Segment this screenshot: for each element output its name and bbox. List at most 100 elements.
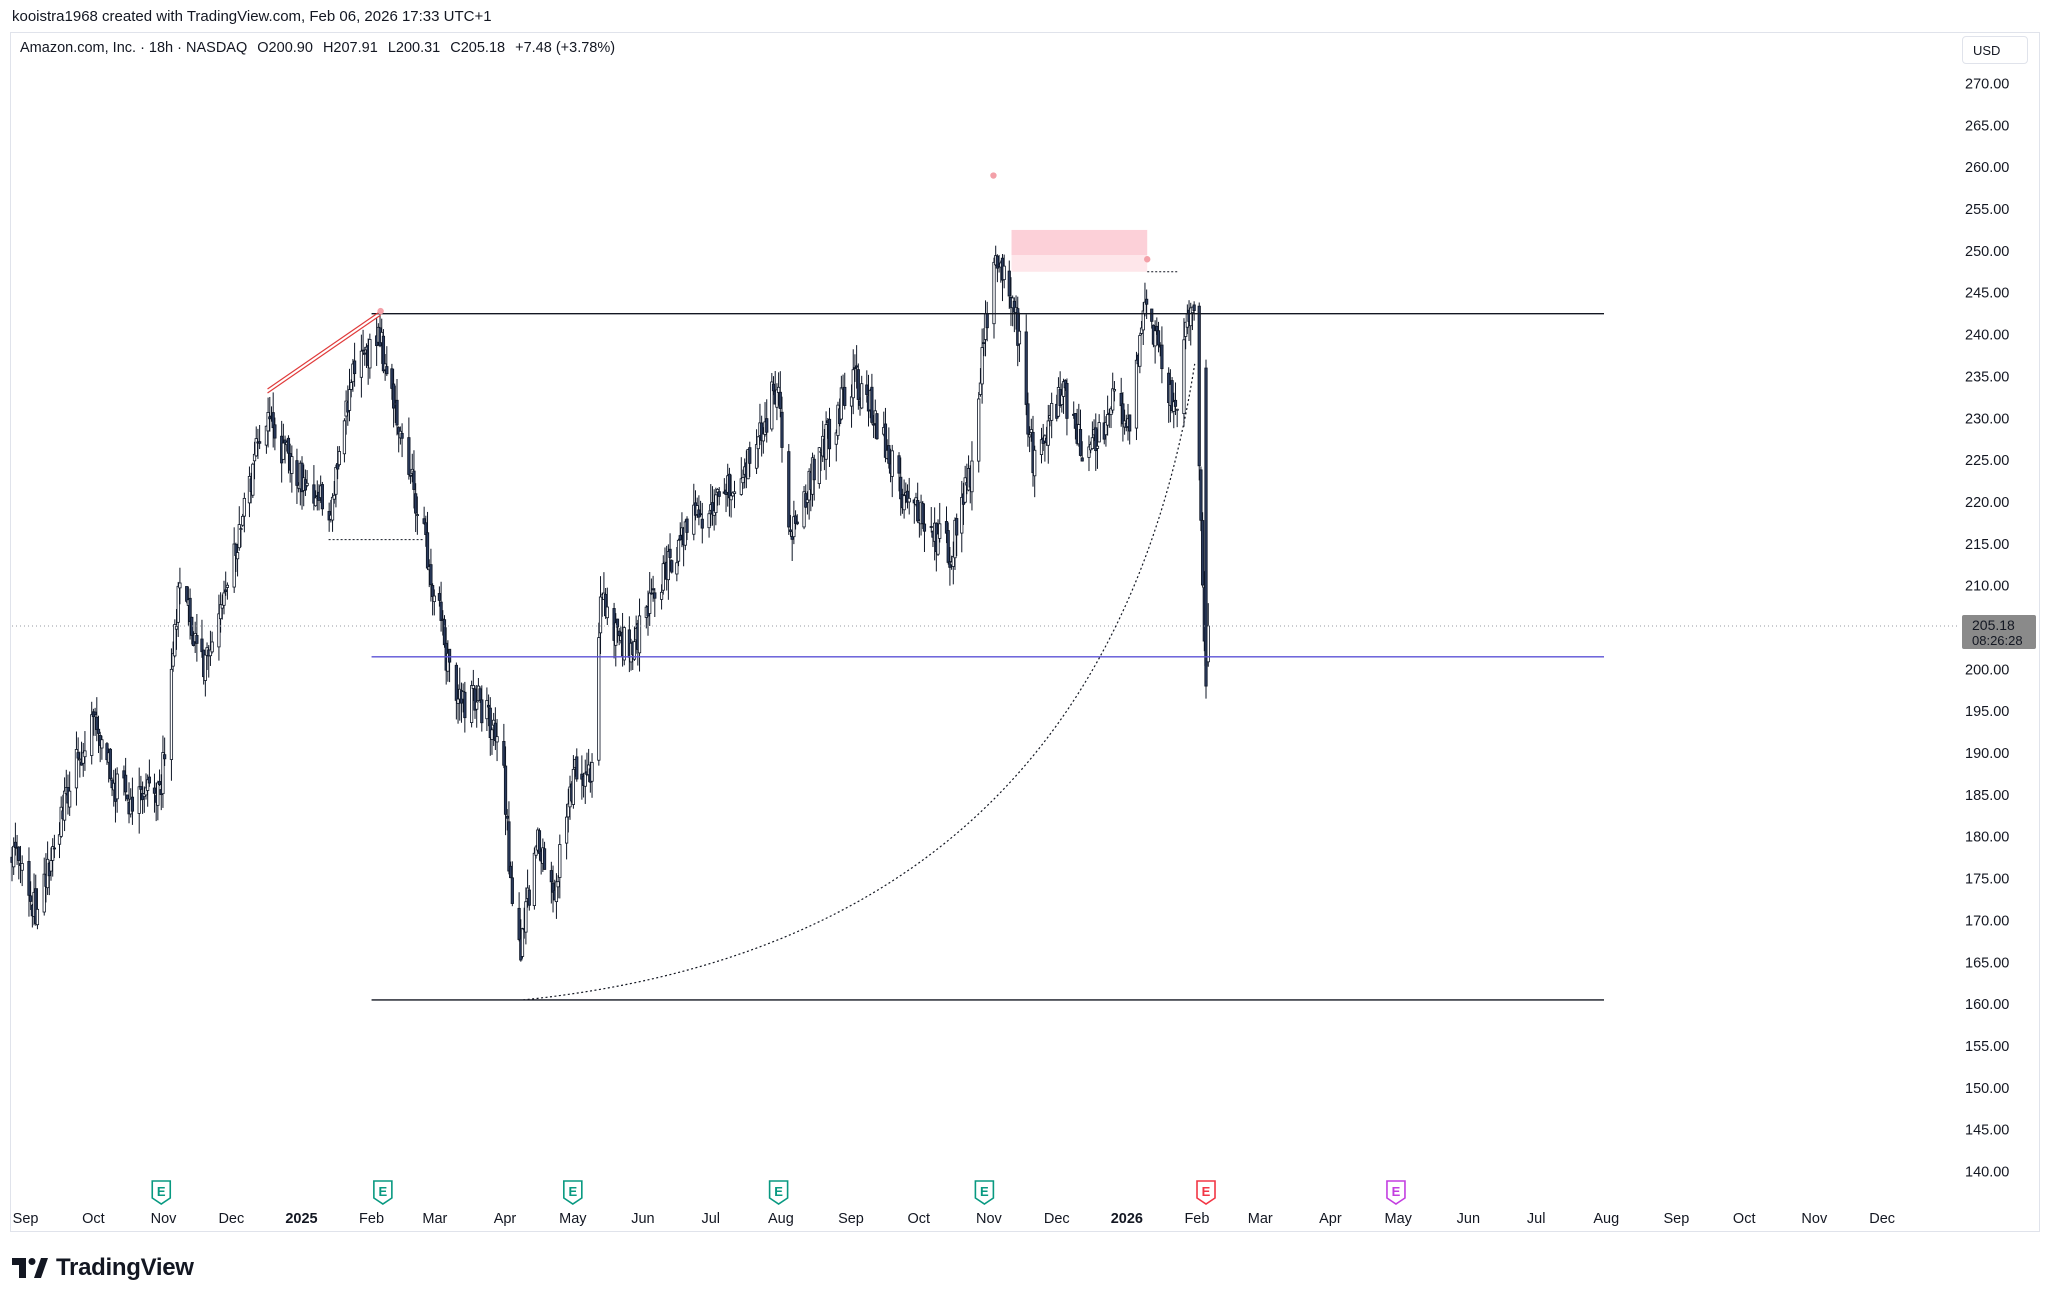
earnings-marker-icon[interactable] — [1196, 1180, 1216, 1205]
candle-body — [463, 691, 467, 719]
price-badge-value: 205.18 — [1972, 617, 2015, 633]
candle-body — [337, 451, 341, 466]
tradingview-logo[interactable]: TradingView — [12, 1254, 194, 1282]
candle-body — [185, 586, 189, 602]
earnings-marker[interactable]: E — [1386, 1180, 1406, 1205]
candle-body — [678, 535, 682, 541]
candle-body — [100, 739, 104, 749]
candle-body — [347, 389, 352, 411]
candle-body — [1112, 389, 1117, 392]
candle-body — [52, 847, 57, 850]
time-axis-label: Jul — [1527, 1211, 1546, 1227]
legend-open: O200.90 — [257, 40, 313, 56]
candle-body — [1111, 388, 1115, 411]
earnings-marker[interactable]: E — [563, 1180, 583, 1205]
candle-body — [442, 619, 447, 646]
candle-body — [1097, 422, 1101, 443]
candle-body — [1160, 344, 1164, 370]
earnings-marker-icon[interactable] — [768, 1180, 789, 1205]
candle-body — [1138, 335, 1142, 367]
candle-body — [653, 592, 657, 599]
earnings-marker-icon[interactable] — [373, 1180, 393, 1205]
time-axis-label: Jun — [1457, 1211, 1480, 1227]
price-badge[interactable] — [1962, 614, 2036, 649]
candle-body — [330, 496, 335, 521]
price-axis-label: 260.00 — [1965, 160, 2009, 176]
candle-body — [1145, 298, 1149, 305]
candle-body — [637, 615, 642, 654]
candle-body — [890, 450, 894, 477]
candle-body — [381, 335, 386, 372]
candle-body — [575, 756, 579, 780]
candle-body — [802, 491, 806, 528]
candle-body — [188, 597, 192, 623]
time-axis-label: Feb — [1184, 1211, 1209, 1227]
candle-body — [20, 863, 24, 871]
candle-body — [485, 700, 489, 720]
candle-body — [57, 834, 62, 845]
candle-body — [1017, 330, 1022, 345]
candle-body — [222, 592, 226, 606]
candle-body — [412, 470, 416, 490]
time-axis-label: Feb — [359, 1211, 384, 1227]
candle-body — [1050, 403, 1054, 421]
price-chart[interactable]: 140.00 145.00 150.00 155.00 160.00 165.00 170.… — [0, 0, 2048, 1240]
earnings-marker-icon[interactable] — [563, 1180, 583, 1205]
candle-body — [661, 563, 665, 591]
candle-body — [907, 497, 911, 503]
earnings-marker[interactable]: E — [768, 1180, 789, 1205]
candle-body — [507, 821, 511, 872]
symbol-legend: Amazon.com, Inc. · 18h · NASDAQ O200.90 … — [20, 40, 621, 56]
candle-body — [1173, 399, 1178, 407]
curve-trendline[interactable] — [523, 363, 1196, 1001]
candle-body — [266, 412, 270, 432]
price-axis-label: 255.00 — [1965, 202, 2009, 218]
symbol-title[interactable]: Amazon.com, Inc. · 18h · NASDAQ — [20, 40, 248, 56]
candle-body — [946, 530, 950, 563]
price-axis-label: 190.00 — [1965, 746, 2009, 762]
earnings-marker[interactable]: E — [151, 1180, 172, 1205]
candle-body — [1033, 449, 1037, 477]
candle-body — [74, 749, 79, 789]
candle-body — [425, 532, 430, 569]
candle-body — [851, 369, 855, 399]
earnings-marker[interactable]: E — [373, 1180, 393, 1205]
candle-body — [676, 539, 681, 562]
candle-body — [865, 384, 869, 395]
candle-body — [490, 729, 494, 740]
candle-body — [502, 741, 506, 766]
candle-body — [1080, 457, 1084, 462]
time-axis-label: Aug — [1593, 1211, 1619, 1227]
earnings-marker-icon[interactable] — [151, 1180, 172, 1205]
candle-body — [929, 526, 933, 528]
candle-body — [471, 685, 475, 689]
earnings-marker[interactable]: E — [974, 1180, 995, 1205]
time-axis-label: 2026 — [1111, 1211, 1143, 1227]
time-axis-label: May — [559, 1211, 587, 1227]
candle-body — [788, 529, 793, 532]
supply-zone-upper — [1011, 229, 1148, 256]
currency-button[interactable]: USD — [1962, 36, 2028, 64]
time-axis-label: Dec — [1044, 1211, 1070, 1227]
price-axis-label: 215.00 — [1965, 537, 2009, 553]
time-axis-label: Aug — [768, 1211, 794, 1227]
candle-body — [849, 396, 854, 407]
candle-body — [363, 352, 367, 355]
time-axis-label: 2025 — [285, 1211, 317, 1227]
earnings-marker[interactable]: E — [1196, 1180, 1216, 1205]
earnings-marker-icon[interactable] — [1386, 1180, 1406, 1205]
channel-line[interactable] — [267, 314, 381, 394]
candle-body — [510, 877, 514, 904]
candle-body — [408, 474, 413, 477]
candle-body — [509, 865, 513, 879]
candle-body — [963, 477, 967, 503]
time-axis-label: Oct — [1733, 1211, 1756, 1227]
candle-body — [549, 870, 553, 883]
earnings-marker-icon[interactable] — [974, 1180, 995, 1205]
candle-body — [139, 786, 143, 790]
candle-body — [171, 653, 175, 667]
channel-line[interactable] — [267, 310, 381, 390]
candle-body — [922, 523, 927, 532]
candle-body — [414, 493, 418, 514]
earnings-marker-label: E — [1202, 1184, 1211, 1199]
